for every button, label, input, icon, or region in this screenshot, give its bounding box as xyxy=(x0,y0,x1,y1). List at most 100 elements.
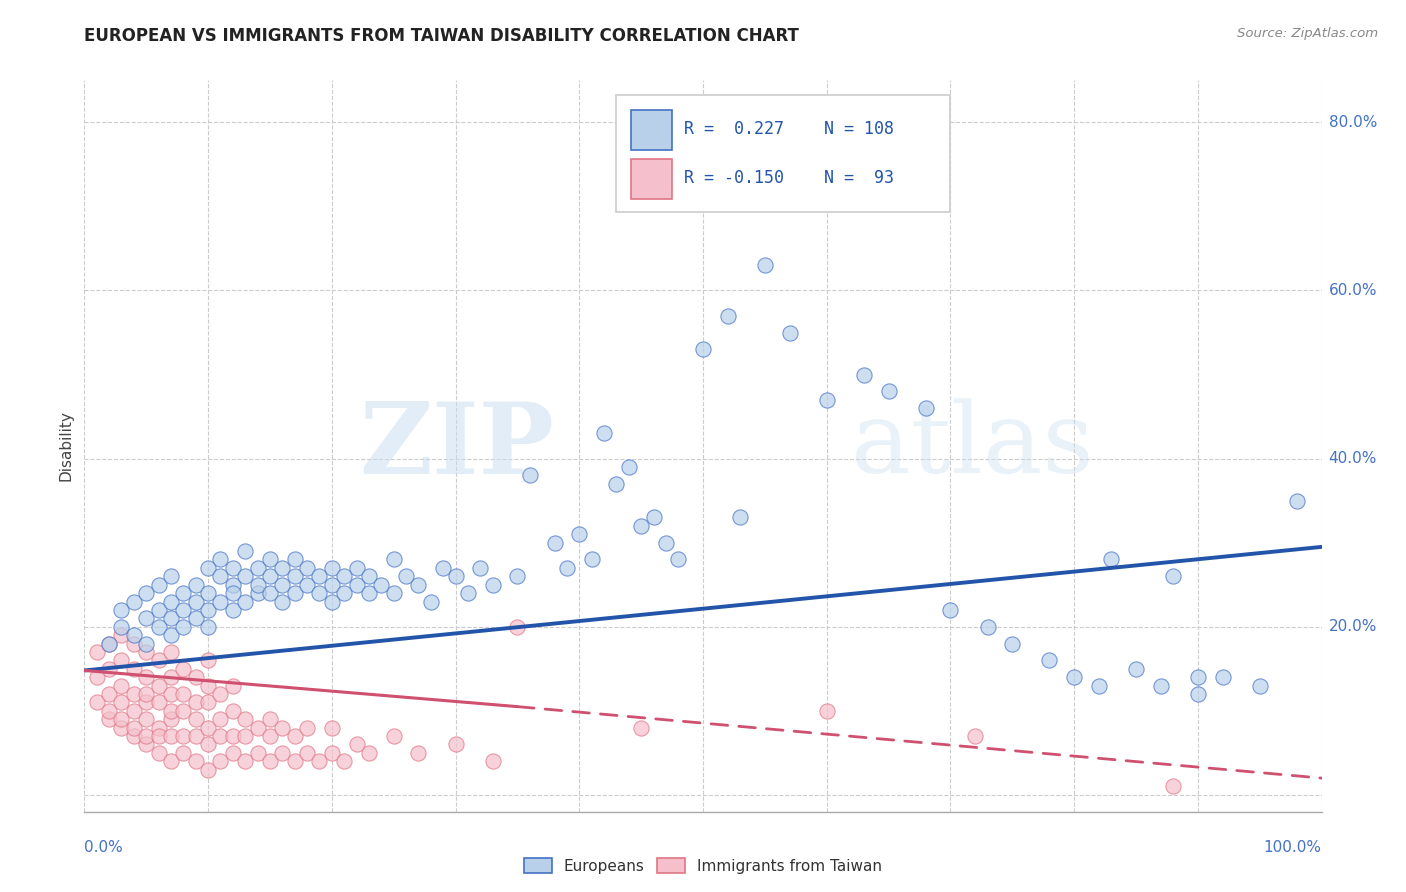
Point xyxy=(197,603,219,617)
Point xyxy=(160,569,183,583)
Point xyxy=(135,687,157,701)
Point xyxy=(110,712,132,726)
Point xyxy=(346,561,368,575)
Point xyxy=(295,578,318,592)
Point xyxy=(630,721,652,735)
Point xyxy=(965,729,987,743)
Point xyxy=(172,729,194,743)
Point xyxy=(148,603,170,617)
Point xyxy=(197,738,219,752)
Point xyxy=(419,594,441,608)
Point xyxy=(470,561,492,575)
Point xyxy=(98,704,121,718)
Point xyxy=(160,754,183,768)
Point xyxy=(617,460,640,475)
Point xyxy=(259,754,281,768)
Point xyxy=(1150,679,1173,693)
Point xyxy=(172,586,194,600)
Point xyxy=(222,586,245,600)
Point xyxy=(135,636,157,650)
Point xyxy=(184,670,207,684)
Point xyxy=(333,586,356,600)
Text: atlas: atlas xyxy=(852,398,1094,494)
Point xyxy=(135,729,157,743)
Point xyxy=(222,561,245,575)
Point xyxy=(122,704,145,718)
Point xyxy=(184,729,207,743)
Point xyxy=(593,426,616,441)
Point xyxy=(148,721,170,735)
Point xyxy=(519,468,541,483)
Point xyxy=(86,645,108,659)
Point xyxy=(321,578,343,592)
Point xyxy=(382,586,405,600)
Point xyxy=(160,594,183,608)
Point xyxy=(271,578,294,592)
Point xyxy=(271,561,294,575)
Point xyxy=(246,721,269,735)
Point xyxy=(259,712,281,726)
Text: 40.0%: 40.0% xyxy=(1329,451,1376,467)
Point xyxy=(122,662,145,676)
Point xyxy=(728,510,751,524)
Point xyxy=(271,721,294,735)
Point xyxy=(976,620,998,634)
FancyBboxPatch shape xyxy=(631,110,672,150)
Point xyxy=(184,754,207,768)
Point xyxy=(655,535,678,549)
Point xyxy=(877,384,900,399)
Point xyxy=(209,594,232,608)
Point xyxy=(172,687,194,701)
Text: R =  0.227    N = 108: R = 0.227 N = 108 xyxy=(685,120,894,138)
Point xyxy=(815,704,838,718)
Point xyxy=(122,636,145,650)
Point xyxy=(259,569,281,583)
Point xyxy=(555,561,578,575)
Point xyxy=(779,326,801,340)
Point xyxy=(197,763,219,777)
Point xyxy=(209,687,232,701)
Point xyxy=(197,561,219,575)
Point xyxy=(408,578,430,592)
Point xyxy=(308,754,330,768)
Point xyxy=(284,552,307,566)
Point xyxy=(1099,552,1122,566)
Point xyxy=(284,754,307,768)
Point xyxy=(148,578,170,592)
Point xyxy=(197,653,219,667)
Point xyxy=(321,561,343,575)
Point xyxy=(481,754,503,768)
Point xyxy=(233,729,256,743)
Point xyxy=(605,476,627,491)
Point xyxy=(222,746,245,760)
Point xyxy=(233,754,256,768)
Point xyxy=(271,594,294,608)
Point xyxy=(209,569,232,583)
Bar xyxy=(616,95,950,212)
Point xyxy=(321,746,343,760)
Point xyxy=(148,729,170,743)
Point xyxy=(333,569,356,583)
Point xyxy=(308,569,330,583)
Point xyxy=(333,754,356,768)
Point xyxy=(172,620,194,634)
Point xyxy=(222,679,245,693)
Point xyxy=(172,704,194,718)
Point xyxy=(172,746,194,760)
Point xyxy=(568,527,591,541)
Point xyxy=(233,712,256,726)
Point xyxy=(370,578,392,592)
Point xyxy=(222,704,245,718)
Point xyxy=(1285,493,1308,508)
Point xyxy=(135,738,157,752)
Point xyxy=(259,586,281,600)
Point xyxy=(197,586,219,600)
Point xyxy=(98,687,121,701)
Text: ZIP: ZIP xyxy=(360,398,554,494)
Point xyxy=(1187,670,1209,684)
Point xyxy=(408,746,430,760)
Point xyxy=(1038,653,1060,667)
Text: 60.0%: 60.0% xyxy=(1329,283,1376,298)
Point xyxy=(543,535,565,549)
Point xyxy=(1088,679,1111,693)
